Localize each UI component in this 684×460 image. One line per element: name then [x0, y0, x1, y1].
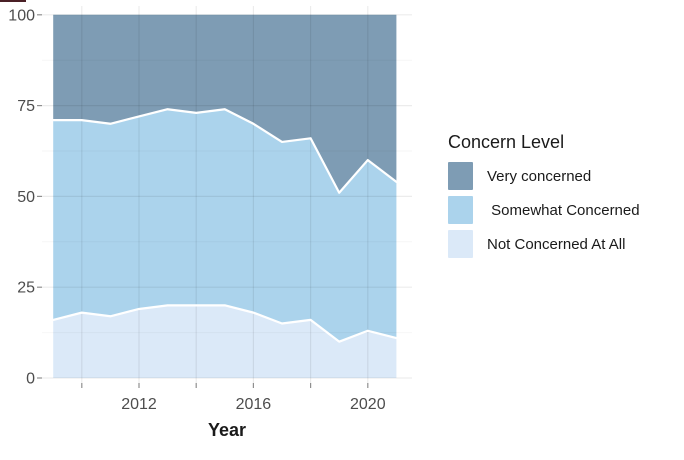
legend-item-label: Very concerned — [487, 167, 592, 185]
legend-item: Somewhat Concerned — [448, 196, 678, 224]
y-tick-label: 100 — [8, 7, 35, 24]
legend: Concern Level Very concerned Somewhat Co… — [448, 131, 678, 264]
legend-swatch — [448, 196, 473, 224]
y-tick-label: 0 — [26, 371, 35, 388]
area-very-concerned — [53, 14, 397, 193]
x-axis-title: Year — [207, 420, 247, 440]
x-tick-label: 2020 — [350, 396, 386, 413]
series-boundary-line — [52, 304, 398, 343]
legend-item-label: Not Concerned At All — [487, 235, 626, 253]
area-not-concerned-at-all — [53, 305, 397, 378]
legend-title: Concern Level — [448, 132, 565, 152]
x-tick-label: 2012 — [121, 396, 157, 413]
x-tick-label: 2016 — [236, 396, 272, 413]
legend-swatch — [448, 230, 473, 258]
area-somewhat-concerned — [53, 109, 397, 342]
y-tick-label: 50 — [17, 189, 35, 206]
y-tick-label: 25 — [17, 280, 35, 297]
legend-item-label: Somewhat Concerned — [487, 201, 640, 219]
series-boundary-line — [52, 108, 398, 194]
y-tick-label: 75 — [17, 98, 35, 115]
legend-swatch — [448, 162, 473, 190]
screen-edge-artifact — [0, 0, 26, 2]
legend-item: Very concerned — [448, 162, 678, 190]
legend-item: Not Concerned At All — [448, 230, 678, 258]
